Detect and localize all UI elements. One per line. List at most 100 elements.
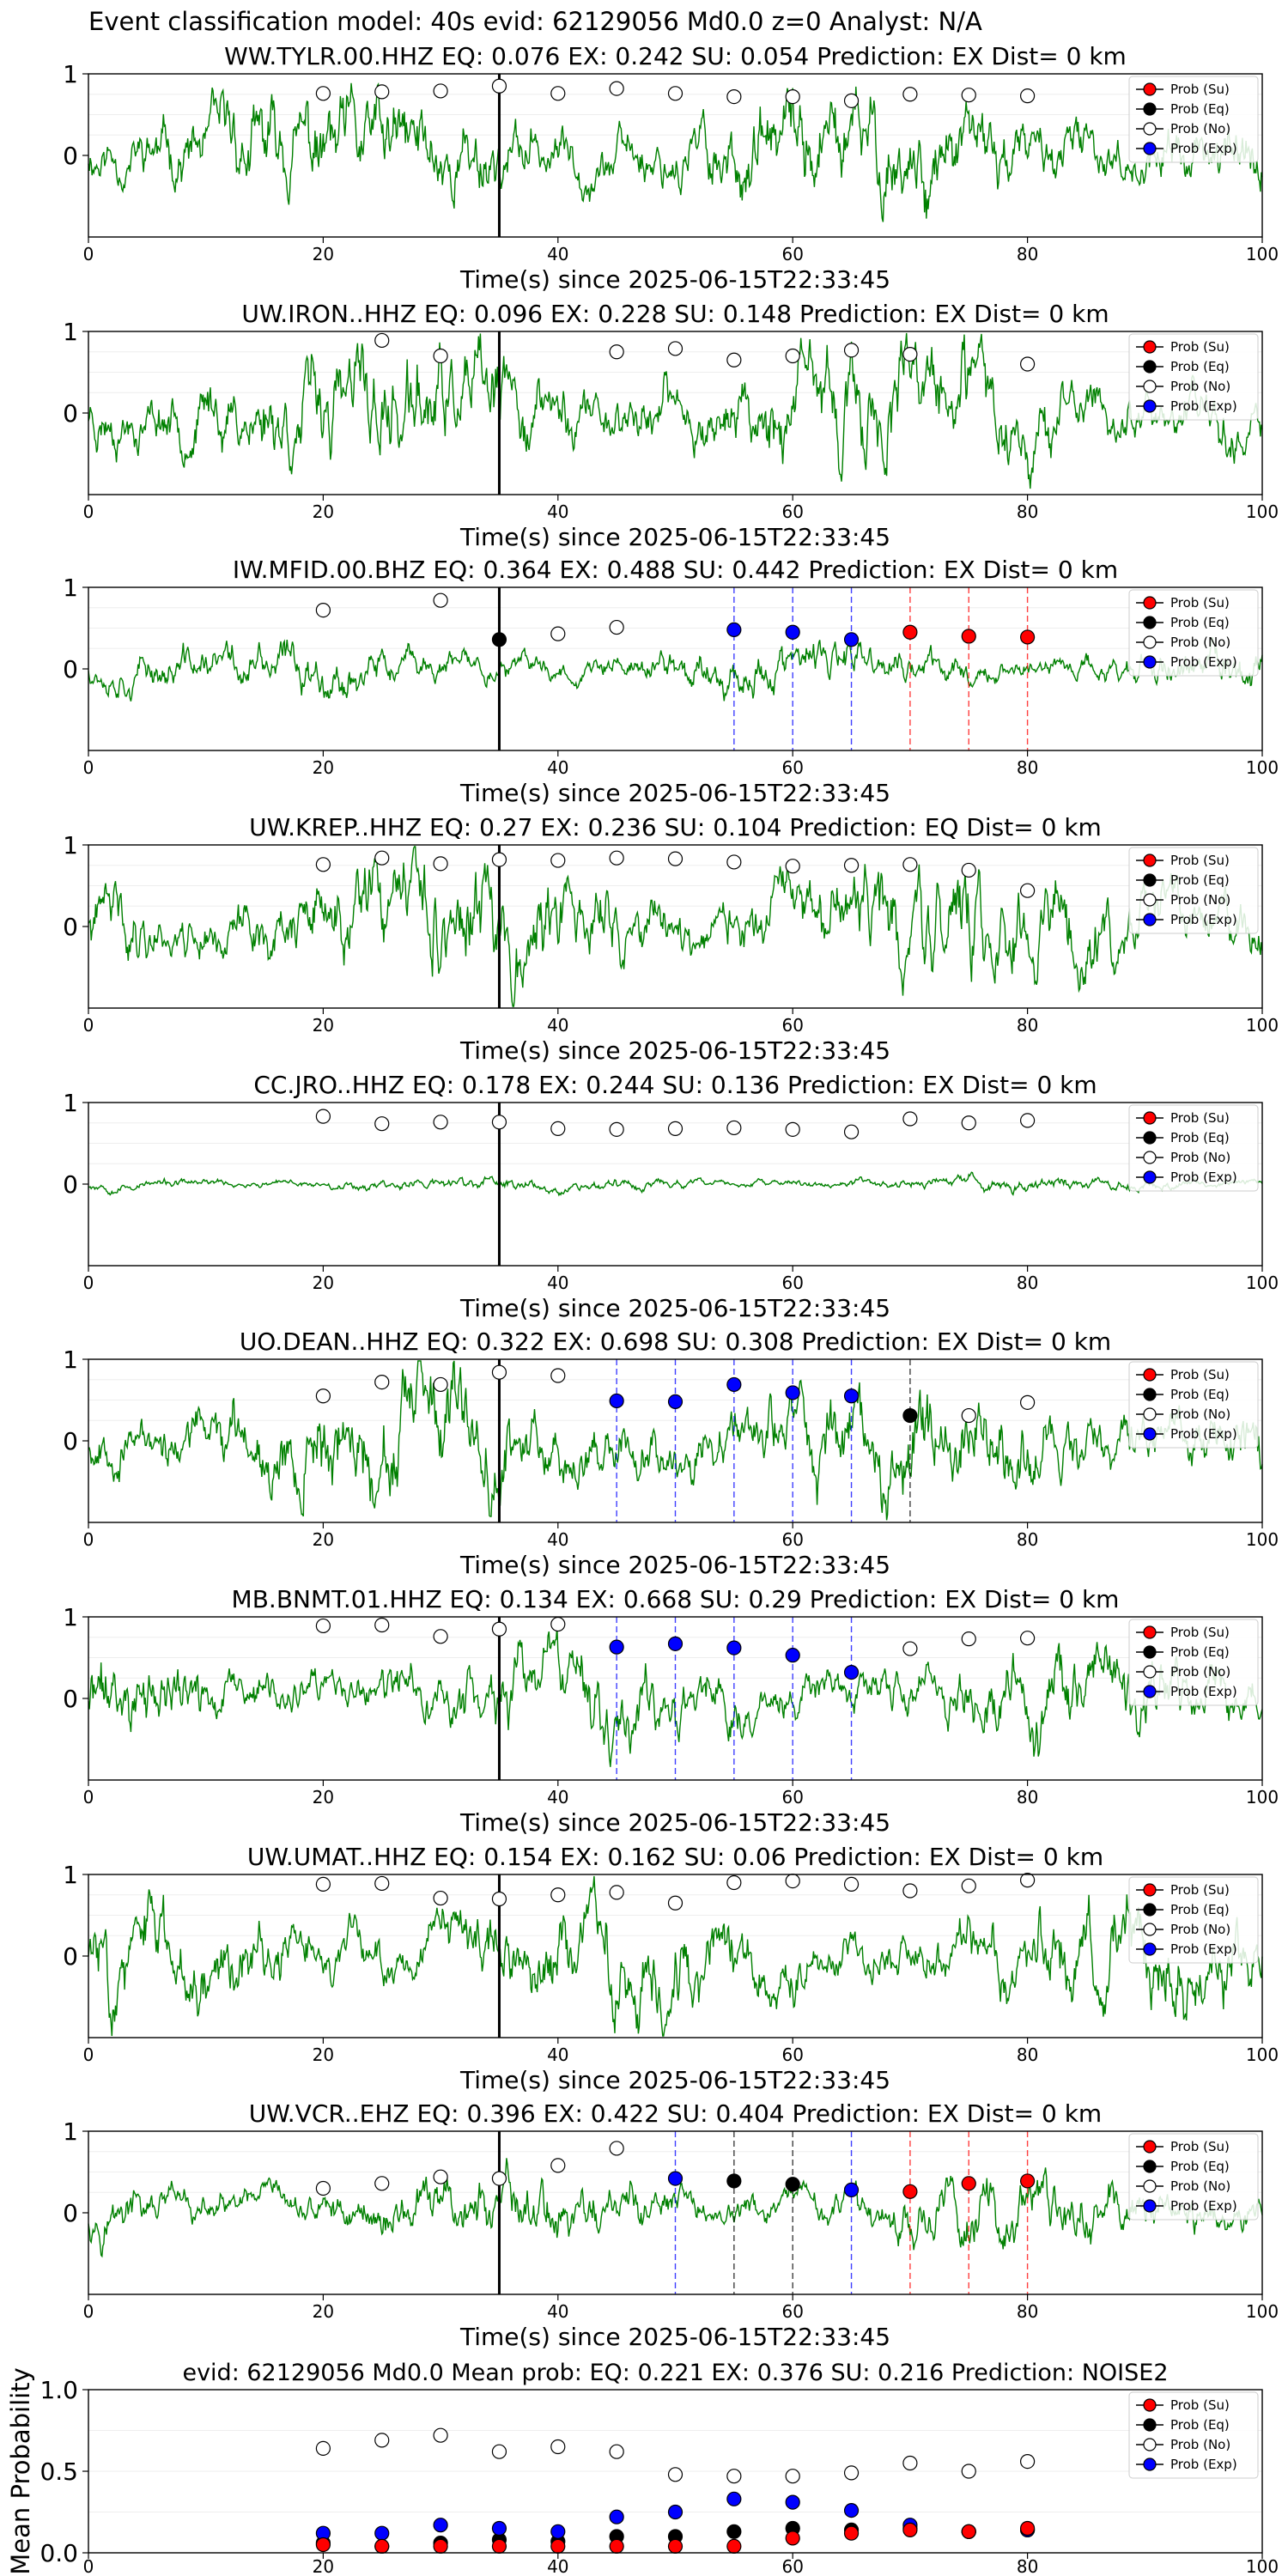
legend-marker-no xyxy=(1143,122,1157,136)
prob-point-su xyxy=(667,2538,683,2554)
legend-label-exp: Prob (Exp) xyxy=(1170,141,1237,156)
prob-point-su xyxy=(843,2525,860,2541)
x-tick-label: 40 xyxy=(547,2301,568,2322)
legend-marker-eq xyxy=(1143,873,1157,887)
panel-title: UW.KREP..HHZ EQ: 0.27 EX: 0.236 SU: 0.10… xyxy=(249,813,1102,841)
x-tick-label: 20 xyxy=(313,1273,334,1293)
x-tick-label: 0 xyxy=(83,1787,94,1807)
legend-label-no: Prob (No) xyxy=(1170,2178,1230,2194)
y-tick-label: 0 xyxy=(63,1685,78,1713)
prob-point-no xyxy=(315,1618,331,1634)
panel-title: UW.VCR..EHZ EQ: 0.396 EX: 0.422 SU: 0.40… xyxy=(249,2099,1102,2128)
prob-point-no xyxy=(374,84,390,100)
prob-point-exp xyxy=(667,2171,683,2186)
panel-1: WW.TYLR.00.HHZ EQ: 0.076 EX: 0.242 SU: 0… xyxy=(63,42,1279,294)
legend-marker-exp xyxy=(1143,1427,1157,1441)
prob-point-no xyxy=(1019,1113,1036,1128)
x-tick-label: 0 xyxy=(83,244,94,264)
prob-point-no xyxy=(961,1115,976,1131)
prob-point-exp xyxy=(491,2520,507,2537)
legend-label-su: Prob (Su) xyxy=(1170,595,1230,611)
legend-label-su: Prob (Su) xyxy=(1170,339,1230,355)
prob-point-no xyxy=(433,1629,448,1644)
x-tick-label: 0 xyxy=(83,1273,94,1293)
legend-box xyxy=(1128,847,1259,934)
prob-point-no xyxy=(433,2427,448,2443)
prob-point-no xyxy=(550,2439,566,2455)
x-tick-label: 0 xyxy=(83,1015,94,1036)
prob-point-no xyxy=(843,93,860,108)
prob-point-no xyxy=(843,343,860,358)
y-tick-label: 1 xyxy=(63,831,78,860)
prob-point-no xyxy=(433,1376,448,1393)
y-tick-label: 0 xyxy=(63,913,78,941)
prob-point-no xyxy=(1019,883,1036,898)
prob-point-no xyxy=(315,86,331,101)
prob-point-no xyxy=(1019,2454,1036,2470)
panel-title: CC.JRO..HHZ EQ: 0.178 EX: 0.244 SU: 0.13… xyxy=(253,1071,1097,1099)
prob-point-no xyxy=(843,2465,860,2481)
prob-point-exp xyxy=(726,2491,742,2506)
legend-marker-su xyxy=(1143,1625,1157,1639)
x-tick-label: 40 xyxy=(547,1529,568,1550)
prob-point-no xyxy=(961,1407,976,1424)
prob-point-no xyxy=(785,2469,800,2484)
y-tick-label: 1 xyxy=(63,2117,78,2146)
y-tick-label: 0 xyxy=(63,1170,78,1199)
legend-marker-exp xyxy=(1143,1942,1157,1956)
x-tick-label: 80 xyxy=(1017,2301,1038,2322)
x-tick-label: 0 xyxy=(83,757,94,778)
prob-point-no xyxy=(374,2433,390,2448)
prob-point-no xyxy=(550,853,566,868)
legend-label-su: Prob (Su) xyxy=(1170,1110,1230,1126)
x-tick-label: 60 xyxy=(781,244,803,264)
prob-point-no xyxy=(726,854,742,870)
legend-marker-eq xyxy=(1143,616,1157,629)
panel-title: IW.MFID.00.BHZ EQ: 0.364 EX: 0.488 SU: 0… xyxy=(233,556,1118,584)
legend-marker-su xyxy=(1143,1111,1157,1125)
prob-point-exp xyxy=(667,1636,683,1651)
x-tick-label: 0 xyxy=(83,2556,94,2576)
waveform-trace xyxy=(88,1875,1263,2037)
x-tick-label: 20 xyxy=(313,2556,334,2576)
prob-point-no xyxy=(609,344,624,360)
x-tick-label: 20 xyxy=(313,1529,334,1550)
prob-point-exp xyxy=(550,2524,566,2539)
panel-title: WW.TYLR.00.HHZ EQ: 0.076 EX: 0.242 SU: 0… xyxy=(224,42,1127,70)
prob-point-no xyxy=(550,2158,566,2173)
x-tick-label: 100 xyxy=(1246,501,1279,522)
prob-point-exp xyxy=(726,1376,742,1393)
panel-title: UW.IRON..HHZ EQ: 0.096 EX: 0.228 SU: 0.1… xyxy=(241,300,1109,328)
prob-point-no xyxy=(550,1616,566,1632)
legend-box xyxy=(1128,1619,1259,1706)
prob-point-no xyxy=(374,332,390,349)
x-tick-label: 40 xyxy=(547,2556,568,2576)
x-tick-label: 80 xyxy=(1017,244,1038,264)
prob-point-no xyxy=(667,851,683,866)
prob-point-no xyxy=(315,1388,331,1404)
x-axis-label: Time(s) since 2025-06-15T22:33:45 xyxy=(459,1294,890,1322)
x-tick-label: 40 xyxy=(547,757,568,778)
prob-point-eq xyxy=(726,2173,742,2189)
prob-point-no xyxy=(491,78,507,94)
prob-point-no xyxy=(550,1121,566,1137)
legend-label-eq: Prob (Eq) xyxy=(1170,1644,1230,1660)
prob-point-su xyxy=(785,2530,800,2546)
y-tick-label: 1 xyxy=(63,1346,78,1374)
y-tick-label: 1 xyxy=(63,318,78,346)
prob-point-no xyxy=(902,1883,918,1899)
y-tick-label: 1.0 xyxy=(39,2376,78,2404)
x-tick-label: 60 xyxy=(781,501,803,522)
prob-point-no xyxy=(491,1621,507,1637)
prob-point-no xyxy=(315,602,331,618)
x-axis-label: Time(s) since 2025-06-15T22:33:45 xyxy=(459,1036,890,1065)
legend-marker-no xyxy=(1143,2438,1157,2451)
legend-marker-su xyxy=(1143,82,1157,96)
prob-point-no xyxy=(667,1121,683,1137)
x-tick-label: 40 xyxy=(547,244,568,264)
prob-point-no xyxy=(726,1120,742,1136)
legend-marker-eq xyxy=(1143,360,1157,374)
prob-point-no xyxy=(1019,1394,1036,1410)
legend-label-no: Prob (No) xyxy=(1170,635,1230,650)
legend-label-eq: Prob (Eq) xyxy=(1170,1387,1230,1402)
